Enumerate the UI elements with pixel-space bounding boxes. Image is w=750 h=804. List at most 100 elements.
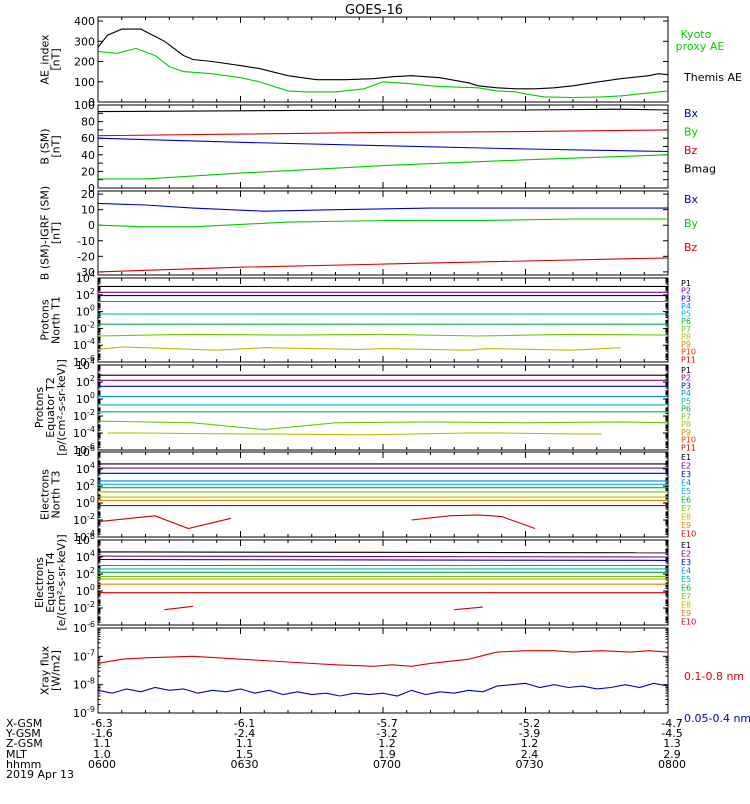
series-line-protons-t2-p8 (107, 432, 602, 436)
legend-entry-electrons-t4: E1 (681, 541, 691, 550)
legend-entry-xray: 0.05-0.4 nm (684, 712, 750, 725)
legend-entry-electrons-t3: E2 (681, 462, 691, 471)
legend-entry-protons-t1: P6 (681, 317, 691, 326)
legend-entry-protons-t2: P7 (681, 412, 691, 421)
legend-entry-protons-t1: P11 (681, 355, 696, 364)
legend-entry-protons-t1: P3 (681, 294, 691, 303)
y-tick-label-bsm-igrf: 10 (81, 204, 95, 217)
legend-entry-electrons-t4: E7 (681, 592, 691, 601)
ephemeris-value: 0700 (373, 758, 401, 771)
legend-entry-bsm: Bz (684, 144, 698, 157)
legend-entry-protons-t1: P2 (681, 287, 691, 296)
series-line-electrons-t4-e3 (97, 558, 669, 561)
ephemeris-value: -2.4 (234, 727, 255, 740)
y-tick-label-protons-t2: 104 (76, 357, 95, 372)
y-axis-label-protons-t1: Protons (39, 299, 52, 340)
series-line-electrons-t4-e1 (97, 551, 669, 554)
series-line-xray-0-05-0-4-nm (97, 682, 669, 697)
panel-frame-ae (97, 16, 669, 103)
panel-frame-bsm-igrf (97, 190, 669, 276)
y-tick-label-bsm-igrf: -20 (77, 250, 95, 263)
legend-entry-bsm: Bx (684, 107, 699, 120)
ephemeris-value: 1.5 (236, 748, 254, 761)
series-line-protons-t1-p8 (97, 346, 621, 351)
legend-entry-ae: proxy AE (676, 40, 725, 53)
y-axis-label-bsm: [nT] (50, 135, 63, 157)
series-line-electrons-t3-e10-segment-2 (411, 514, 536, 530)
legend-entry-protons-t2: P2 (681, 374, 691, 383)
panel-frame-electrons-t3 (97, 451, 669, 538)
y-tick-label-electrons-t3: 10-4 (73, 529, 95, 544)
y-axis-label-protons-t2: Protons (33, 387, 46, 428)
series-line-electrons-t4-e2 (97, 555, 669, 558)
y-tick-label-protons-t1: 100 (76, 304, 95, 319)
y-tick-label-protons-t2: 100 (76, 391, 95, 406)
legend-entry-protons-t2: P10 (681, 436, 696, 445)
y-tick-label-electrons-t4: 104 (76, 549, 95, 564)
legend-entry-bsm-igrf: Bx (684, 193, 699, 206)
y-tick-label-electrons-t3: 104 (76, 461, 95, 476)
y-tick-label-protons-t2: 10-6 (73, 442, 95, 457)
y-axis-label-protons-t2: [p/(cm²-s-sr-keV)] (55, 359, 68, 456)
y-tick-label-protons-t2: 10-4 (73, 425, 95, 440)
panel-frame-protons-t2 (97, 364, 669, 451)
legend-entry-electrons-t3: E5 (681, 487, 691, 496)
legend-entry-electrons-t3: E9 (681, 521, 691, 530)
legend-entry-protons-t1: P4 (681, 302, 691, 311)
series-line-electrons-t4-e10-segment-1 (164, 605, 194, 611)
ephemeris-value: 0630 (231, 758, 259, 771)
legend-entry-ae: Kyoto (681, 28, 712, 41)
y-axis-label-ae: AE_index (39, 34, 52, 85)
y-tick-label-bsm: 40 (81, 149, 95, 162)
legend-entry-electrons-t3: E4 (681, 479, 691, 488)
y-axis-label-electrons-t4: Equator T4 (44, 552, 57, 612)
y-axis-label-protons-t2: Equator T2 (44, 377, 57, 437)
y-tick-label-electrons-t3: 10-2 (73, 512, 95, 527)
legend-entry-electrons-t3: E3 (681, 470, 691, 479)
legend-entry-electrons-t3: E10 (681, 530, 696, 539)
y-tick-label-ae: 100 (74, 76, 95, 89)
series-line-bsm-bmag (97, 108, 669, 113)
legend-entry-electrons-t3: E6 (681, 496, 691, 505)
ephemeris-value: 1.2 (521, 737, 539, 750)
series-line-bsm-bx (97, 137, 669, 153)
y-tick-label-ae: 300 (74, 35, 95, 48)
y-tick-label-bsm-igrf: 0 (88, 219, 95, 232)
ephemeris-value: 2.9 (663, 748, 681, 761)
y-tick-label-electrons-t3: 106 (76, 444, 95, 459)
ephemeris-value: 0600 (88, 758, 116, 771)
legend-entry-protons-t2: P9 (681, 428, 691, 437)
legend-entry-protons-t1: P5 (681, 310, 691, 319)
y-tick-label-xray: 10-6 (73, 620, 95, 635)
legend-entry-electrons-t4: E8 (681, 601, 691, 610)
y-tick-label-electrons-t4: 106 (76, 532, 95, 547)
y-axis-label-xray: [W/m2] (50, 650, 63, 691)
y-tick-label-electrons-t4: 102 (76, 566, 95, 581)
series-line-electrons-t4-e10-segment-2 (454, 606, 483, 611)
y-tick-label-bsm-igrf: -10 (77, 235, 95, 248)
series-line-bsm-igrf-bx (97, 202, 668, 212)
legend-entry-electrons-t4: E4 (681, 567, 691, 576)
ephemeris-value: 1.2 (378, 737, 396, 750)
ephemeris-row-label: Y-GSM (5, 727, 41, 740)
ephemeris-value: -4.5 (661, 727, 682, 740)
ephemeris-value: 0730 (516, 758, 544, 771)
ephemeris-value: -6.1 (234, 717, 255, 730)
ephemeris-value: -4.7 (661, 717, 682, 730)
chart-title: GOES-16 (345, 3, 403, 18)
y-axis-label-protons-t1: North T1 (50, 296, 63, 344)
y-tick-label-protons-t1: 10-2 (73, 320, 95, 335)
y-tick-label-xray: 10-7 (73, 648, 95, 663)
y-tick-label-electrons-t3: 100 (76, 495, 95, 510)
series-line-bsm-igrf-bz (97, 257, 669, 273)
legend-entry-protons-t1: P7 (681, 325, 691, 334)
y-tick-label-protons-t1: 10-6 (73, 354, 95, 369)
y-axis-label-electrons-t4: [e/(cm²-s-sr-keV)] (55, 534, 68, 630)
y-tick-label-bsm: 60 (81, 132, 95, 145)
panel-frame-xray (97, 627, 669, 714)
ephemeris-row-label: Z-GSM (6, 737, 43, 750)
y-axis-label-electrons-t3: North T3 (50, 471, 63, 519)
legend-entry-electrons-t4: E9 (681, 609, 691, 618)
y-tick-label-ae: 400 (74, 15, 95, 28)
legend-entry-protons-t1: P9 (681, 340, 691, 349)
